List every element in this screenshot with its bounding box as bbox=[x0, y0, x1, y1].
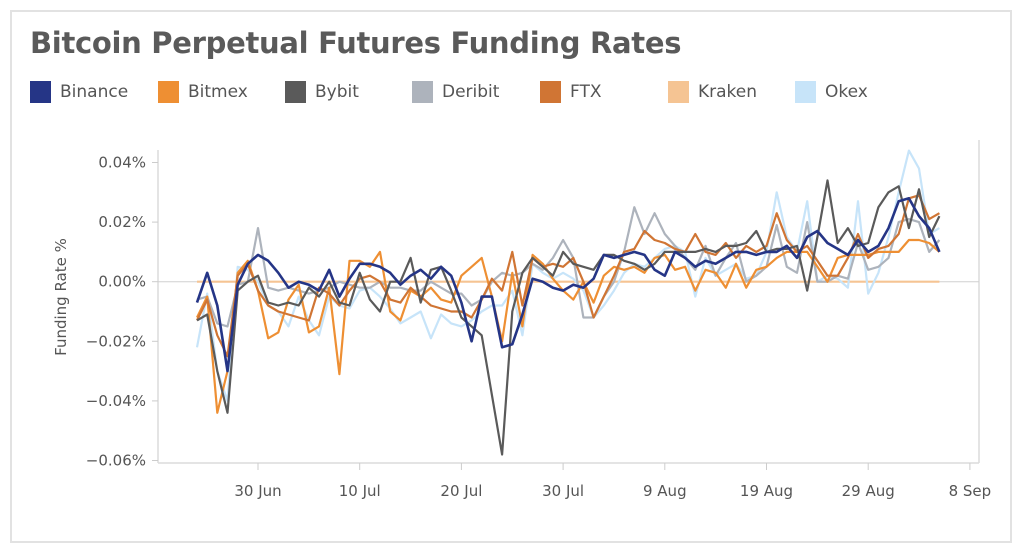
legend-swatch bbox=[30, 81, 51, 103]
x-tick-label: 29 Aug bbox=[842, 482, 895, 500]
chart-title: Bitcoin Perpetual Futures Funding Rates bbox=[30, 26, 682, 60]
legend-item-bybit[interactable]: Bybit bbox=[285, 81, 359, 103]
x-tick-label: 30 Jun bbox=[234, 482, 281, 500]
legend-item-okex[interactable]: Okex bbox=[795, 81, 868, 103]
x-tick-label: 30 Jul bbox=[542, 482, 584, 500]
y-axis-label: Funding Rate % bbox=[52, 238, 70, 356]
chart-frame bbox=[10, 10, 1012, 543]
y-tick-label: 0.04% bbox=[98, 154, 146, 172]
y-tick-label: −0.02% bbox=[86, 332, 146, 350]
x-tick-label: 9 Aug bbox=[643, 482, 687, 500]
legend-item-binance[interactable]: Binance bbox=[30, 81, 128, 103]
y-tick-label: −0.06% bbox=[86, 452, 146, 470]
legend-item-bitmex[interactable]: Bitmex bbox=[158, 81, 248, 103]
legend-label: Binance bbox=[60, 82, 129, 102]
legend-label: Deribit bbox=[442, 82, 500, 102]
legend-label: Bitmex bbox=[188, 82, 248, 102]
legend-swatch bbox=[540, 81, 561, 103]
series-line-bybit bbox=[196, 179, 941, 456]
y-tick-label: 0.02% bbox=[98, 213, 146, 231]
legend-swatch bbox=[158, 81, 179, 103]
x-tick-label: 8 Sep bbox=[949, 482, 992, 500]
x-tick-label: 10 Jul bbox=[339, 482, 381, 500]
x-tick-label: 20 Jul bbox=[440, 482, 482, 500]
legend-label: Okex bbox=[825, 82, 868, 102]
y-tick-label: −0.04% bbox=[86, 392, 146, 410]
legend-swatch bbox=[795, 81, 816, 103]
series-line-deribit bbox=[196, 206, 941, 328]
legend-swatch bbox=[668, 81, 689, 103]
x-tick-label: 19 Aug bbox=[740, 482, 793, 500]
legend-item-deribit[interactable]: Deribit bbox=[412, 81, 499, 103]
legend-swatch bbox=[412, 81, 433, 103]
y-tick-label: 0.00% bbox=[98, 273, 146, 291]
legend-label: Kraken bbox=[698, 82, 758, 102]
legend-item-ftx[interactable]: FTX bbox=[540, 81, 602, 103]
series-line-binance bbox=[195, 197, 941, 373]
legend-label: FTX bbox=[570, 82, 602, 102]
legend-swatch bbox=[285, 81, 306, 103]
series-line-bitmex bbox=[196, 238, 941, 414]
legend-item-kraken[interactable]: Kraken bbox=[668, 81, 757, 103]
legend-label: Bybit bbox=[315, 82, 359, 102]
